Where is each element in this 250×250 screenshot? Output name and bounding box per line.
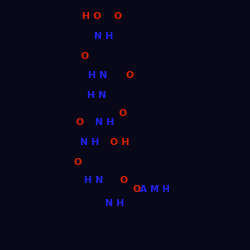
Text: N H: N H (96, 118, 114, 127)
Text: N H: N H (94, 32, 114, 41)
Text: H O: H O (82, 12, 101, 21)
Text: O: O (74, 158, 82, 167)
Text: H N: H N (87, 90, 106, 100)
Text: N H: N H (106, 198, 124, 207)
Text: H N: H N (88, 70, 107, 80)
Text: O H: O H (110, 138, 130, 147)
Text: H N: H N (84, 176, 103, 185)
Text: N H: N H (80, 138, 100, 147)
Text: O: O (114, 12, 122, 21)
Text: A M H: A M H (140, 185, 170, 194)
Text: O: O (118, 108, 126, 118)
Text: O: O (76, 118, 84, 127)
Text: O: O (81, 52, 89, 61)
Text: O: O (120, 176, 128, 185)
Text: O: O (126, 70, 134, 80)
Text: O: O (132, 185, 140, 194)
